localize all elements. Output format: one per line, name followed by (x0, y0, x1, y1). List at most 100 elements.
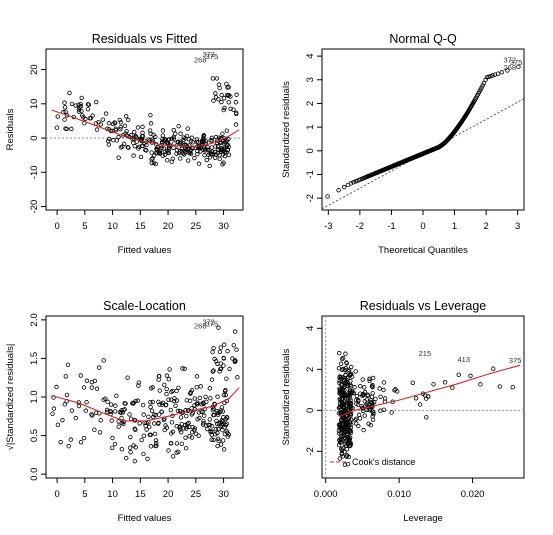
data-point (197, 395, 203, 401)
data-point (358, 383, 363, 389)
data-point (479, 85, 484, 90)
data-point (67, 90, 72, 96)
data-point (124, 455, 129, 461)
y-axis-label: Residuals (5, 108, 16, 150)
data-point (213, 134, 219, 140)
data-point (78, 373, 83, 378)
data-point (339, 426, 345, 432)
data-point (341, 366, 346, 372)
y-tick-label: 1.0 (29, 390, 40, 403)
data-point (499, 70, 505, 75)
data-point (216, 426, 221, 432)
data-point (86, 102, 92, 107)
data-point (166, 397, 171, 402)
data-point (156, 377, 161, 382)
data-point (351, 180, 356, 185)
data-point (171, 127, 176, 133)
data-point (68, 437, 74, 442)
data-point (164, 391, 169, 397)
data-point (116, 155, 121, 160)
data-point (336, 405, 342, 411)
data-point (65, 362, 71, 368)
data-point (139, 143, 145, 149)
data-point (160, 128, 166, 133)
data-point (124, 128, 129, 134)
data-point (234, 111, 239, 117)
data-point (135, 125, 141, 130)
data-point (207, 163, 212, 169)
data-point (182, 366, 187, 372)
data-point (349, 364, 354, 370)
x-tick-label: 1 (452, 221, 457, 232)
plot-frame (45, 48, 244, 211)
data-point (112, 120, 118, 126)
data-point (210, 149, 215, 154)
point-label: 413 (458, 355, 471, 364)
data-point (338, 409, 344, 415)
data-point (184, 398, 190, 403)
data-point (153, 134, 158, 139)
x-tick-label: 0 (54, 489, 59, 500)
data-point (450, 385, 455, 390)
data-point (105, 138, 111, 144)
data-point (176, 449, 181, 454)
x-tick-label: 10 (107, 489, 118, 500)
smooth-line (338, 364, 521, 418)
data-point (344, 396, 349, 402)
x-tick-label: 0 (54, 221, 59, 232)
data-point (50, 411, 55, 416)
data-point (153, 443, 158, 449)
data-points (325, 64, 521, 199)
data-point (78, 101, 83, 107)
y-tick-label: 2 (305, 367, 316, 372)
data-point (481, 80, 487, 86)
x-tick-label: 0.010 (387, 489, 411, 500)
data-point (216, 436, 221, 441)
data-point (88, 115, 94, 121)
data-point (109, 418, 114, 423)
data-point (105, 399, 110, 405)
data-point (173, 131, 178, 136)
y-tick-label: -2 (305, 194, 316, 202)
data-point (337, 378, 342, 384)
y-tick-label: -20 (29, 200, 40, 214)
data-point (177, 427, 183, 432)
data-point (128, 434, 133, 440)
data-point (185, 421, 190, 427)
data-point (127, 412, 132, 417)
data-point (215, 409, 220, 414)
data-point (76, 109, 82, 114)
data-point (148, 404, 153, 410)
data-point (118, 126, 123, 132)
data-point (353, 369, 358, 374)
data-point (185, 126, 190, 131)
data-point (221, 146, 226, 151)
x-tick-label: 30 (218, 489, 229, 500)
data-point (353, 398, 359, 403)
data-point (63, 109, 68, 114)
data-point (166, 377, 171, 382)
data-point (219, 99, 224, 105)
data-point (62, 100, 67, 105)
data-point (373, 396, 378, 402)
data-point (169, 159, 174, 164)
data-point (169, 136, 175, 141)
data-point (161, 146, 167, 151)
data-point (184, 133, 190, 139)
data-point (58, 439, 63, 445)
y-tick-label: 1.5 (29, 352, 40, 365)
data-point (222, 431, 228, 437)
x-tick-label: 30 (218, 221, 229, 232)
data-point (222, 105, 227, 111)
data-point (110, 435, 115, 441)
data-point (342, 405, 347, 410)
data-point (350, 405, 355, 411)
data-point (225, 348, 230, 354)
data-point (137, 421, 142, 426)
x-tick-label: -2 (356, 221, 364, 232)
data-point (206, 422, 211, 428)
y-tick-label: 1 (305, 124, 316, 129)
data-point (152, 431, 158, 437)
data-point (69, 126, 74, 132)
